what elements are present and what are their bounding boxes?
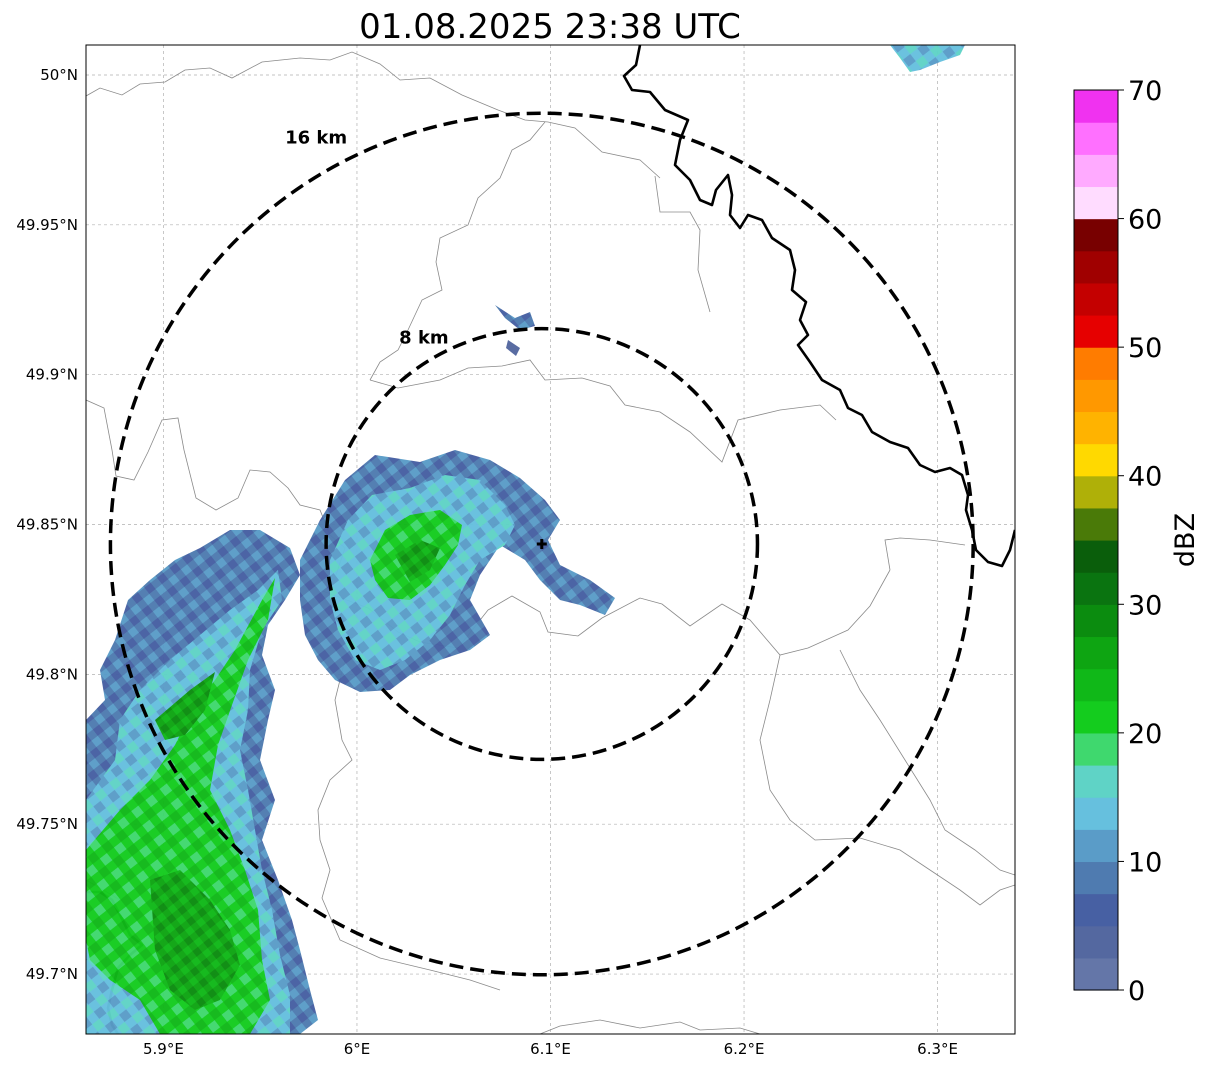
y-tick-label: 49.75°N bbox=[16, 815, 78, 833]
colorbar-segment bbox=[1074, 315, 1118, 348]
colorbar-segment bbox=[1074, 572, 1118, 605]
colorbar-segment bbox=[1074, 957, 1118, 991]
colorbar-segment bbox=[1074, 668, 1118, 702]
range-ring-8km bbox=[324, 326, 760, 762]
colorbar-segment bbox=[1074, 604, 1118, 638]
colorbar-segment bbox=[1074, 282, 1118, 316]
colorbar-segment bbox=[1074, 700, 1118, 734]
colorbar-frame bbox=[1073, 89, 1119, 991]
colorbar-segment bbox=[1074, 925, 1118, 959]
colorbar-segment bbox=[1074, 797, 1118, 830]
x-axis-ticks: 5.9°E 6°E 6.1°E 6.2°E 6.3°E bbox=[143, 1040, 958, 1058]
colorbar-segment bbox=[1074, 893, 1118, 927]
x-tick-label: 5.9°E bbox=[143, 1040, 184, 1058]
colorbar-tick-label: 0 bbox=[1128, 976, 1145, 1007]
colorbar-segment bbox=[1074, 186, 1118, 220]
colorbar-tick-label: 40 bbox=[1128, 462, 1162, 493]
colorbar-tick-label: 30 bbox=[1128, 590, 1162, 621]
colorbar-tick-label: 20 bbox=[1128, 719, 1162, 750]
colorbar-segment bbox=[1074, 540, 1118, 573]
x-tick-label: 6.3°E bbox=[917, 1040, 958, 1058]
y-tick-label: 49.8°N bbox=[26, 665, 78, 683]
y-tick-label: 49.85°N bbox=[16, 516, 78, 534]
y-tick-label: 49.7°N bbox=[26, 965, 78, 983]
colorbar-segment bbox=[1074, 347, 1118, 380]
colorbar-label: dBZ bbox=[1170, 513, 1201, 567]
colorbar-segment bbox=[1074, 507, 1118, 541]
y-tick-label: 49.95°N bbox=[16, 216, 78, 234]
colorbar-segment bbox=[1074, 732, 1118, 766]
reflectivity-echoes bbox=[86, 45, 965, 1034]
map-frame bbox=[85, 44, 1016, 1035]
colorbar-segment bbox=[1074, 443, 1118, 477]
colorbar-segment bbox=[1074, 411, 1118, 445]
admin-boundaries bbox=[86, 51, 1015, 1034]
colorbar-segment bbox=[1074, 475, 1118, 509]
colorbar-segment bbox=[1074, 218, 1118, 252]
colorbar-segment bbox=[1074, 765, 1118, 798]
x-tick-label: 6.2°E bbox=[724, 1040, 765, 1058]
x-tick-label: 6.1°E bbox=[530, 1040, 571, 1058]
colorbar-segment bbox=[1074, 250, 1118, 284]
colorbar-segment bbox=[1074, 636, 1118, 670]
range-ring-label: 16 km bbox=[285, 127, 347, 148]
colorbar-segment bbox=[1074, 829, 1118, 863]
colorbar-tick-label: 70 bbox=[1128, 76, 1162, 107]
colorbar-segment bbox=[1074, 122, 1118, 155]
map-area: 8 km 16 km bbox=[86, 45, 1015, 1034]
y-tick-label: 50°N bbox=[40, 66, 78, 84]
range-ring-16km bbox=[108, 111, 975, 977]
colorbar-segment bbox=[1074, 154, 1118, 188]
colorbar-segment bbox=[1074, 90, 1118, 123]
radar-site-marker bbox=[536, 538, 547, 549]
colorbar-segment bbox=[1074, 379, 1118, 413]
y-axis-ticks: 50°N 49.95°N 49.9°N 49.85°N 49.8°N 49.75°N 49.… bbox=[16, 66, 78, 983]
map-title: 01.08.2025 23:38 UTC bbox=[359, 7, 741, 47]
colorbar-tick-label: 60 bbox=[1128, 205, 1162, 236]
colorbar-tick-label: 10 bbox=[1128, 847, 1162, 878]
colorbar-tick-label: 50 bbox=[1128, 333, 1162, 364]
colorbar-segment bbox=[1074, 861, 1118, 895]
range-ring-label: 8 km bbox=[399, 328, 449, 349]
y-tick-label: 49.9°N bbox=[26, 366, 78, 384]
x-tick-label: 6°E bbox=[344, 1040, 371, 1058]
colorbar: 0 10 20 30 40 50 60 70 dBZ bbox=[1073, 76, 1201, 1007]
range-rings: 8 km 16 km bbox=[108, 111, 975, 977]
